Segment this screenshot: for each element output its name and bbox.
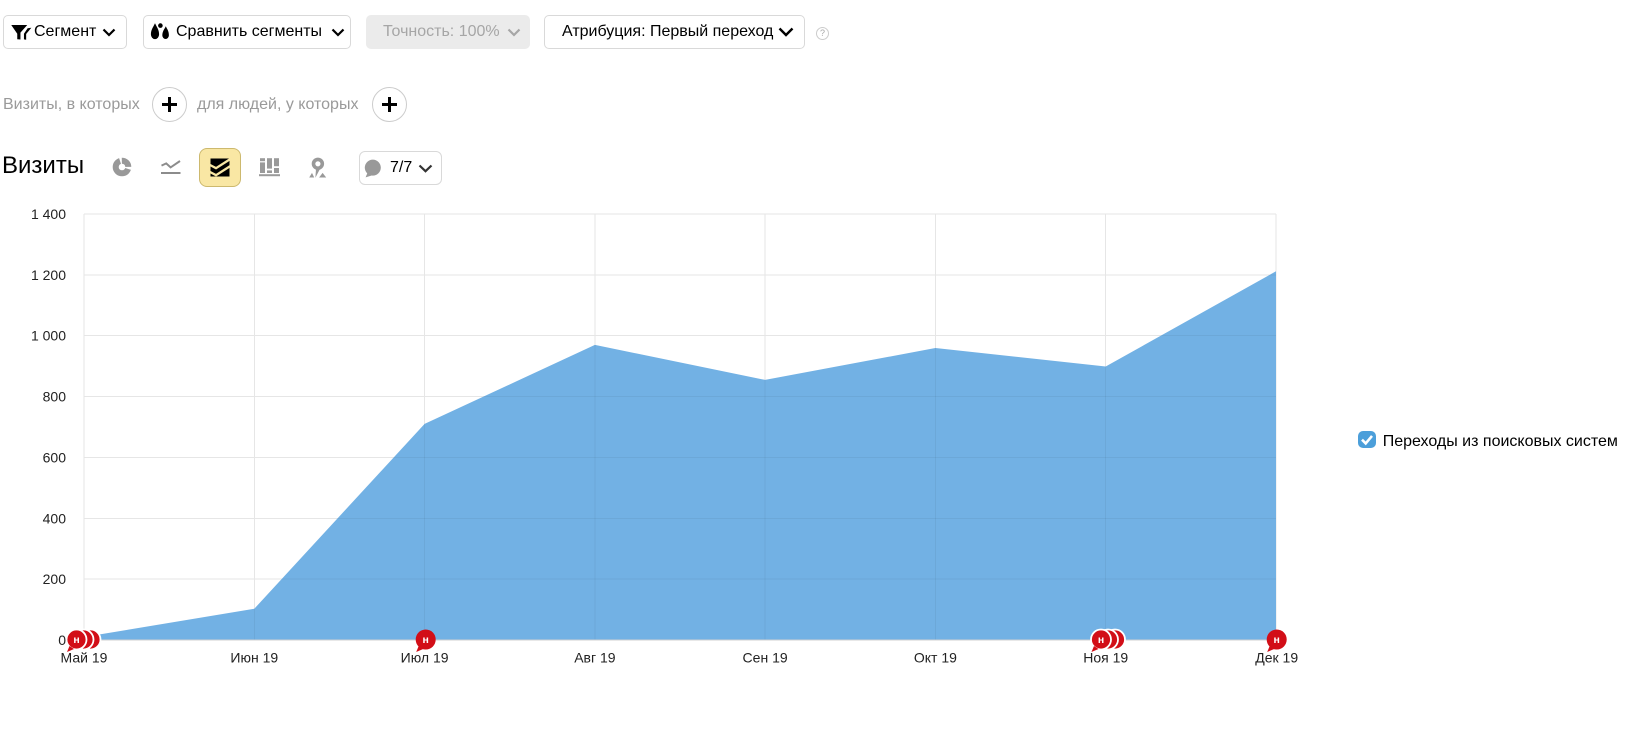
svg-text:600: 600 [43, 449, 67, 465]
svg-text:400: 400 [43, 510, 67, 526]
svg-text:н: н [73, 634, 79, 646]
svg-text:Июл 19: Июл 19 [401, 650, 449, 666]
svg-text:Окт 19: Окт 19 [914, 650, 957, 666]
svg-text:Ноя 19: Ноя 19 [1083, 650, 1128, 666]
svg-text:н: н [1098, 634, 1104, 646]
svg-text:1 000: 1 000 [31, 328, 66, 344]
svg-text:200: 200 [43, 571, 67, 587]
svg-text:Переходы из поисковых систем: Переходы из поисковых систем [1383, 433, 1618, 450]
svg-text:1 200: 1 200 [31, 267, 66, 283]
svg-text:0: 0 [58, 632, 66, 648]
svg-text:Июн 19: Июн 19 [230, 650, 278, 666]
svg-text:800: 800 [43, 389, 67, 405]
svg-text:1 400: 1 400 [31, 206, 66, 222]
svg-text:Дек 19: Дек 19 [1255, 650, 1298, 666]
svg-text:н: н [423, 634, 429, 646]
svg-text:н: н [1274, 634, 1280, 646]
svg-text:Сен 19: Сен 19 [743, 650, 788, 666]
svg-text:Май 19: Май 19 [61, 650, 108, 666]
svg-text:Авг 19: Авг 19 [574, 650, 616, 666]
